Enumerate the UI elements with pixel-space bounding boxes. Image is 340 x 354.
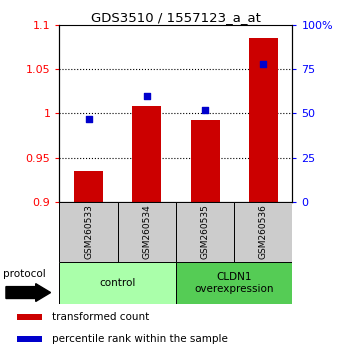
Point [86,116,91,121]
Text: GSM260536: GSM260536 [259,204,268,259]
Point [202,107,208,113]
Bar [234,202,292,262]
Text: GSM260533: GSM260533 [84,204,93,259]
Bar [249,38,278,202]
Point [260,61,266,67]
Bar [176,262,292,304]
Bar [118,202,176,262]
Text: protocol: protocol [3,269,46,279]
Bar [59,262,176,304]
Text: transformed count: transformed count [52,312,149,322]
Text: percentile rank within the sample: percentile rank within the sample [52,335,227,344]
Bar [132,106,161,202]
Point [144,93,150,98]
Text: control: control [100,278,136,288]
Bar [17,314,42,320]
Bar [17,336,42,342]
Text: CLDN1
overexpression: CLDN1 overexpression [194,272,274,294]
Bar [176,202,234,262]
Text: GSM260534: GSM260534 [142,205,151,259]
Bar [74,171,103,202]
FancyArrow shape [6,284,51,302]
Bar [59,202,118,262]
Text: GSM260535: GSM260535 [201,204,209,259]
Bar [190,120,220,202]
Title: GDS3510 / 1557123_a_at: GDS3510 / 1557123_a_at [91,11,261,24]
